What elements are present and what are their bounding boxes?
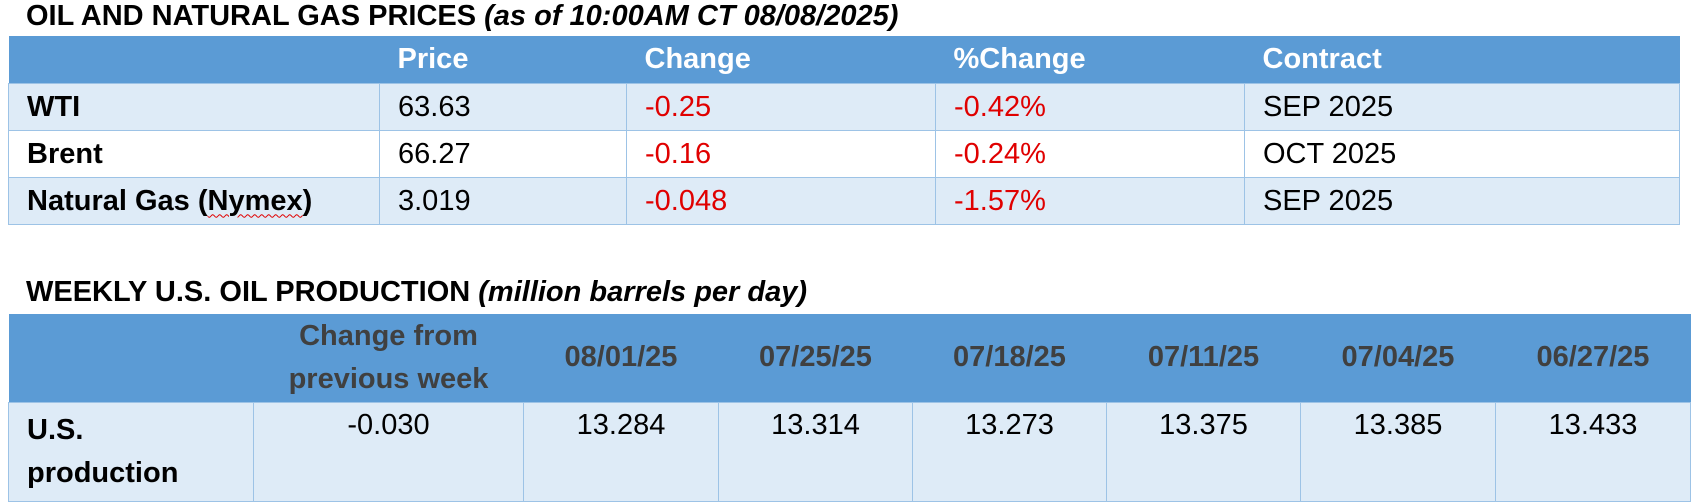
production-subtitle-text: (million barrels per day) <box>478 276 808 308</box>
production-value-cell: 13.375 <box>1106 402 1301 502</box>
contract-cell: OCT 2025 <box>1244 130 1680 178</box>
production-header-date: 07/11/25 <box>1106 314 1301 403</box>
production-value-cell: 13.433 <box>1495 402 1691 502</box>
row-label: WTI <box>8 83 380 131</box>
row-label: U.S. production <box>8 402 254 502</box>
spellcheck-underlined-word: Nymex <box>207 184 303 217</box>
table-row-us-production: U.S. production -0.030 13.284 13.314 13.… <box>8 402 1691 502</box>
prices-header-contract: Contract <box>1244 36 1680 84</box>
prices-title-text: OIL AND NATURAL GAS PRICES <box>26 0 477 32</box>
prices-header-change: Change <box>626 36 936 84</box>
prices-header-price: Price <box>379 36 627 84</box>
row-label-prefix: Natural Gas ( <box>27 184 208 217</box>
production-header-date: 08/01/25 <box>523 314 719 403</box>
production-section-title: WEEKLY U.S. OIL PRODUCTION (million barr… <box>26 278 807 307</box>
price-cell: 3.019 <box>379 177 627 225</box>
production-title-text: WEEKLY U.S. OIL PRODUCTION <box>26 276 471 308</box>
production-header-date: 06/27/25 <box>1495 314 1691 403</box>
production-table: Change from previous week 08/01/25 07/25… <box>8 314 1691 502</box>
change-cell: -0.030 <box>253 402 524 502</box>
row-label: Brent <box>8 130 380 178</box>
production-value-cell: 13.314 <box>718 402 913 502</box>
prices-header-blank <box>8 36 380 84</box>
prices-header-pct-change: %Change <box>935 36 1245 84</box>
production-header-change: Change from previous week <box>253 314 524 403</box>
production-header-row: Change from previous week 08/01/25 07/25… <box>8 314 1691 403</box>
contract-cell: SEP 2025 <box>1244 83 1680 131</box>
change-cell: -0.048 <box>626 177 936 225</box>
change-cell: -0.25 <box>626 83 936 131</box>
contract-cell: SEP 2025 <box>1244 177 1680 225</box>
table-row-wti: WTI 63.63 -0.25 -0.42% SEP 2025 <box>8 83 1680 131</box>
row-label-suffix: ) <box>302 184 313 217</box>
production-value-cell: 13.385 <box>1300 402 1496 502</box>
table-row-brent: Brent 66.27 -0.16 -0.24% OCT 2025 <box>8 130 1680 178</box>
pct-change-cell: -0.42% <box>935 83 1245 131</box>
production-header-blank <box>8 314 254 403</box>
prices-section-title: OIL AND NATURAL GAS PRICES (as of 10:00A… <box>26 2 898 31</box>
price-cell: 66.27 <box>379 130 627 178</box>
production-header-date: 07/18/25 <box>912 314 1107 403</box>
production-header-date: 07/25/25 <box>718 314 913 403</box>
prices-table: Price Change %Change Contract WTI 63.63 … <box>8 36 1680 225</box>
production-header-date: 07/04/25 <box>1300 314 1496 403</box>
row-label: Natural Gas (Nymex) <box>8 177 380 225</box>
production-value-cell: 13.284 <box>523 402 719 502</box>
production-value-cell: 13.273 <box>912 402 1107 502</box>
change-cell: -0.16 <box>626 130 936 178</box>
pct-change-cell: -1.57% <box>935 177 1245 225</box>
prices-subtitle-text: (as of 10:00AM CT 08/08/2025) <box>484 0 899 32</box>
pct-change-cell: -0.24% <box>935 130 1245 178</box>
price-cell: 63.63 <box>379 83 627 131</box>
table-row-natural-gas: Natural Gas (Nymex) 3.019 -0.048 -1.57% … <box>8 177 1680 225</box>
prices-header-row: Price Change %Change Contract <box>8 36 1680 84</box>
